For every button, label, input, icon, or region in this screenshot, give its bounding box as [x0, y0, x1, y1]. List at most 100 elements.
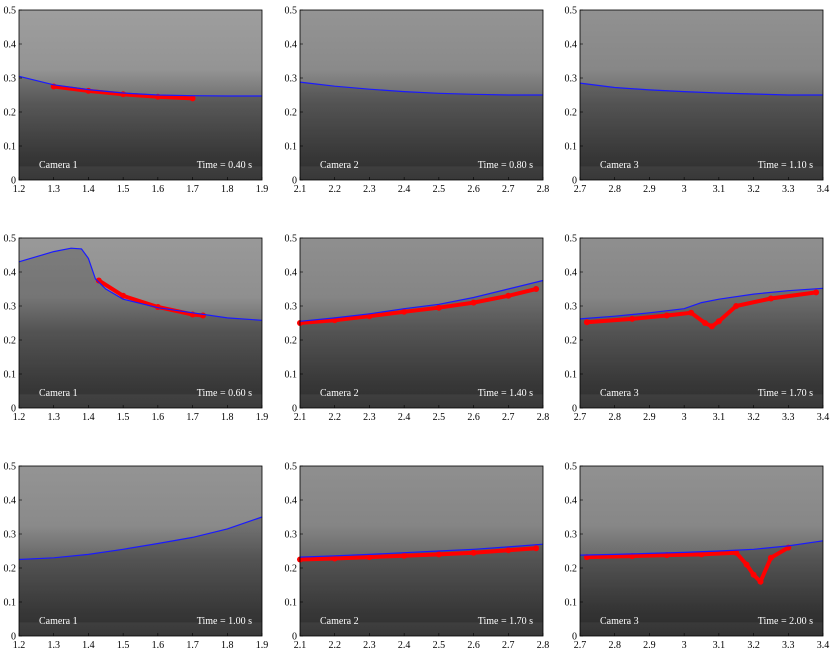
x-tick-label: 1.7 — [186, 412, 199, 423]
x-tick-label: 3 — [682, 184, 687, 195]
x-tick-label: 3 — [682, 640, 687, 651]
y-tick-label: 0.5 — [565, 234, 578, 245]
x-tick-label: 2.3 — [363, 640, 376, 651]
surface-line — [18, 247, 263, 321]
y-tick-label: 0.3 — [4, 302, 17, 313]
panel-8: 2.1 2.2 2.3 2.4 2.5 2.6 2.7 2.8 0 0.1 0.2 0.3 0.4 0.5… — [285, 462, 550, 652]
y-tick-label: 0 — [292, 176, 297, 187]
x-tick-label: 1.5 — [117, 184, 130, 195]
x-tick-label: 2.3 — [363, 184, 376, 195]
y-tick-label: 0.5 — [4, 6, 17, 17]
camera-label: Camera 1 — [39, 388, 78, 399]
detection-trace — [96, 278, 205, 318]
x-tick-label: 2.8 — [608, 640, 621, 651]
x-tick-label: 3.1 — [713, 412, 726, 423]
water-body — [19, 76, 262, 167]
y-tick-label: 0.5 — [285, 6, 298, 17]
panel-5: 2.1 2.2 2.3 2.4 2.5 2.6 2.7 2.8 0 0.1 0.2 0.3 0.4 0.5… — [285, 234, 550, 424]
x-tick-label: 1.6 — [152, 184, 165, 195]
axes-frame — [579, 465, 824, 637]
camera-frame — [580, 238, 823, 408]
x-tick-label: 1.6 — [152, 412, 165, 423]
x-tick-label: 3.1 — [713, 184, 726, 195]
y-tick-label: 0.2 — [565, 564, 578, 575]
y-tick-label: 0.1 — [285, 370, 298, 381]
x-tick-label: 3.4 — [817, 412, 830, 423]
x-tick-label: 2.4 — [398, 640, 411, 651]
x-tick-label: 1.9 — [256, 640, 269, 651]
camera-label: Camera 3 — [600, 160, 639, 171]
time-label: Time = 1.00 s — [197, 616, 252, 627]
y-tick-label: 0.2 — [285, 336, 298, 347]
surface-line — [299, 81, 543, 96]
detection-trace — [584, 290, 819, 329]
x-tick-label: 2.6 — [467, 184, 480, 195]
panel-3: 2.7 2.8 2.9 3 3.1 3.2 3.3 3.4 0 0.1 0.2 0.3 0.4 0.5 Ca… — [565, 6, 830, 196]
y-tick-label: 0 — [11, 176, 16, 187]
y-tick-label: 0.5 — [565, 462, 578, 473]
y-tick-label: 0.5 — [4, 462, 17, 473]
detection-trace — [298, 546, 539, 562]
y-tick-label: 0.2 — [565, 108, 578, 119]
time-label: Time = 0.60 s — [197, 388, 252, 399]
x-tick-label: 2.9 — [643, 184, 656, 195]
panel-7: 1.2 1.3 1.4 1.5 1.6 1.7 1.8 1.9 0 0.1 0.2 0.3 0.4 0.5… — [4, 462, 269, 652]
y-tick-label: 0.2 — [285, 108, 298, 119]
y-tick-label: 0.4 — [4, 496, 17, 507]
panel-4: 1.2 1.3 1.4 1.5 1.6 1.7 1.8 1.9 0 0.1 0.2 0.3 0.4 0.5… — [4, 234, 269, 424]
y-tick-label: 0.4 — [565, 268, 578, 279]
x-tick-label: 2.7 — [574, 184, 587, 195]
x-tick-label: 3.2 — [747, 640, 760, 651]
x-tick-label: 1.2 — [13, 640, 26, 651]
water-body — [580, 83, 823, 167]
x-tick-label: 2.8 — [608, 412, 621, 423]
camera-label: Camera 3 — [600, 388, 639, 399]
x-tick-label: 3.3 — [782, 184, 795, 195]
camera-label: Camera 2 — [320, 388, 359, 399]
x-tick-label: 3.2 — [747, 412, 760, 423]
y-tick-label: 0.4 — [4, 268, 17, 279]
detection-trace — [298, 287, 539, 325]
x-tick-label: 2.7 — [574, 640, 587, 651]
x-tick-label: 1.2 — [13, 412, 26, 423]
x-tick-label: 1.4 — [82, 640, 95, 651]
y-tick-label: 0 — [11, 404, 16, 415]
y-tick-label: 0.5 — [565, 6, 578, 17]
y-tick-label: 0.5 — [285, 234, 298, 245]
camera-label: Camera 2 — [320, 160, 359, 171]
y-tick-label: 0.4 — [565, 496, 578, 507]
y-tick-label: 0.1 — [4, 598, 17, 609]
x-tick-label: 2.2 — [328, 412, 341, 423]
water-body — [19, 248, 262, 395]
time-label: Time = 1.70 s — [478, 616, 533, 627]
water-body — [300, 280, 543, 395]
x-tick-label: 2.3 — [363, 412, 376, 423]
x-tick-label: 2.4 — [398, 184, 411, 195]
camera-label: Camera 1 — [39, 160, 78, 171]
x-tick-label: 3.4 — [817, 184, 830, 195]
y-tick-label: 0.2 — [4, 336, 17, 347]
x-tick-label: 1.8 — [221, 640, 234, 651]
y-tick-label: 0.3 — [285, 530, 298, 541]
water-body — [580, 540, 823, 623]
y-tick-label: 0 — [11, 632, 16, 643]
surface-line — [579, 287, 824, 320]
x-tick-label: 2.9 — [643, 412, 656, 423]
y-tick-label: 0.1 — [565, 598, 578, 609]
x-tick-label: 2.8 — [608, 184, 621, 195]
y-tick-label: 0.5 — [4, 234, 17, 245]
x-tick-label: 1.3 — [47, 640, 60, 651]
panel-9: 2.7 2.8 2.9 3 3.1 3.2 3.3 3.4 0 0.1 0.2 0.3 0.4 0.5 Ca… — [565, 462, 830, 652]
time-label: Time = 1.40 s — [478, 388, 533, 399]
y-tick-label: 0 — [572, 404, 577, 415]
time-label: Time = 0.80 s — [478, 160, 533, 171]
y-tick-label: 0.3 — [4, 530, 17, 541]
y-tick-label: 0.1 — [4, 142, 17, 153]
x-tick-label: 1.6 — [152, 640, 165, 651]
x-tick-label: 2.1 — [294, 640, 307, 651]
x-tick-label: 1.9 — [256, 412, 269, 423]
x-tick-label: 2.1 — [294, 412, 307, 423]
time-label: Time = 1.70 s — [758, 388, 813, 399]
x-tick-label: 2.6 — [467, 640, 480, 651]
